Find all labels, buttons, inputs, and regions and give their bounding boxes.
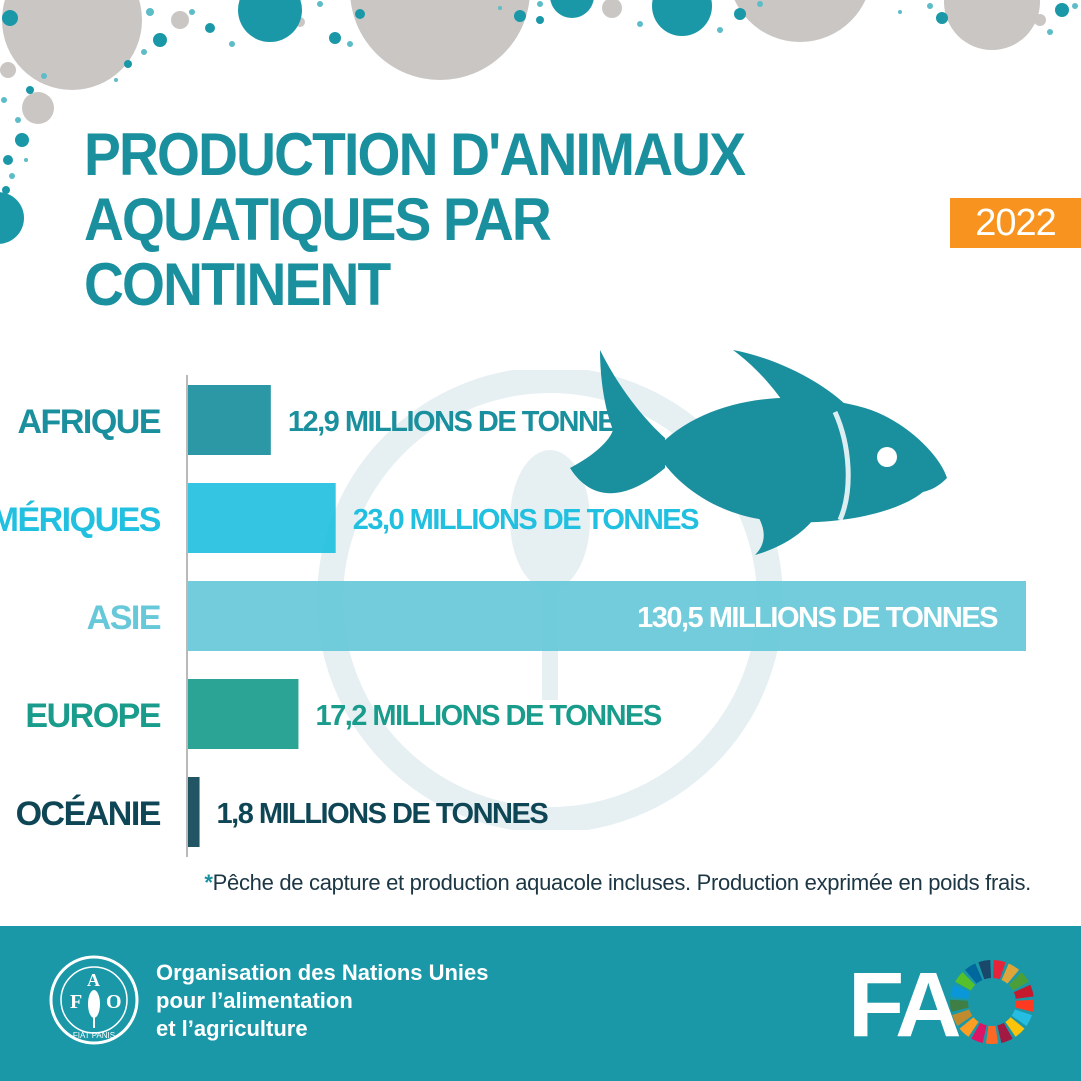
sdg-wheel-segment: [992, 960, 1006, 980]
category-label: OCÉANIE: [16, 795, 161, 833]
organization-name: Organisation des Nations Unies pour l’al…: [156, 959, 489, 1043]
org-line: pour l’alimentation: [156, 988, 353, 1013]
sdg-wheel-segment: [955, 972, 976, 991]
category-label: AMÉRIQUES: [0, 501, 161, 539]
sdg-wheel-segment: [959, 1017, 979, 1037]
bar: [188, 581, 1026, 651]
sdg-wheel-segment: [1015, 999, 1034, 1012]
sdg-wheel-segment: [1008, 972, 1029, 991]
org-line: et l’agriculture: [156, 1016, 308, 1041]
title-line: PRODUCTION D'ANIMAUX: [84, 121, 746, 188]
bar: [188, 777, 200, 847]
bar: [188, 483, 336, 553]
sdg-wheel-segment: [1005, 1017, 1025, 1037]
category-label: ASIE: [87, 599, 161, 637]
value-label: 17,2 MILLIONS DE TONNES: [315, 700, 661, 732]
value-label: 23,0 MILLIONS DE TONNES: [353, 504, 699, 536]
year-badge: 2022: [950, 198, 1081, 248]
title-line: AQUATIQUES PAR: [84, 186, 552, 253]
bar: [188, 385, 271, 455]
sdg-wheel-segment: [1011, 1009, 1032, 1026]
category-label: AFRIQUE: [18, 403, 161, 441]
sdg-wheel-segment: [985, 1025, 999, 1044]
fao-emblem-icon: F A O FIAT PANIS: [49, 955, 139, 1045]
value-label: 130,5 MILLIONS DE TONNES: [637, 602, 998, 634]
value-label: 12,9 MILLIONS DE TONNES: [288, 406, 634, 438]
emblem-letter: O: [106, 991, 122, 1013]
sdg-wheel-segment: [1001, 963, 1020, 984]
sdg-wheel-segment: [952, 1009, 973, 1026]
fao-logo-text: FA: [848, 956, 960, 1046]
sdg-wheel-segment: [950, 984, 971, 999]
footnote-marker: *: [204, 870, 213, 895]
page-title: PRODUCTION D'ANIMAUX AQUATIQUES PAR CONT…: [84, 121, 746, 318]
emblem-letter: A: [87, 970, 100, 990]
sdg-wheel-segment: [1013, 984, 1034, 999]
fish-icon: [570, 350, 947, 555]
sdg-wheel-segment: [950, 999, 969, 1012]
value-label: 1,8 MILLIONS DE TONNES: [217, 798, 549, 830]
org-line: Organisation des Nations Unies: [156, 960, 489, 985]
bar: [188, 679, 299, 749]
emblem-letter: F: [70, 991, 82, 1013]
sdg-wheel-segment: [997, 1022, 1013, 1043]
bubble-pattern: [0, 0, 1078, 244]
sdg-wheel-segment: [978, 960, 992, 980]
footer-bar: F A O FIAT PANIS Organisation des Nation…: [0, 926, 1081, 1081]
bar-chart: AFRIQUE 12,9 MILLIONS DE TONNES AMÉRIQUES 2…: [0, 375, 1026, 857]
footnote-text: Pêche de capture et production aquacole …: [212, 870, 1032, 895]
emblem-motto: FIAT PANIS: [73, 1031, 115, 1040]
category-label: EUROPE: [25, 697, 160, 735]
fao-logo-icon: FA: [848, 956, 1034, 1046]
footnote: *Pêche de capture et production aquacole…: [204, 870, 1031, 896]
sdg-wheel-segment: [971, 1022, 987, 1043]
sdg-wheel-segment: [964, 963, 983, 984]
title-line: CONTINENT: [84, 251, 391, 318]
